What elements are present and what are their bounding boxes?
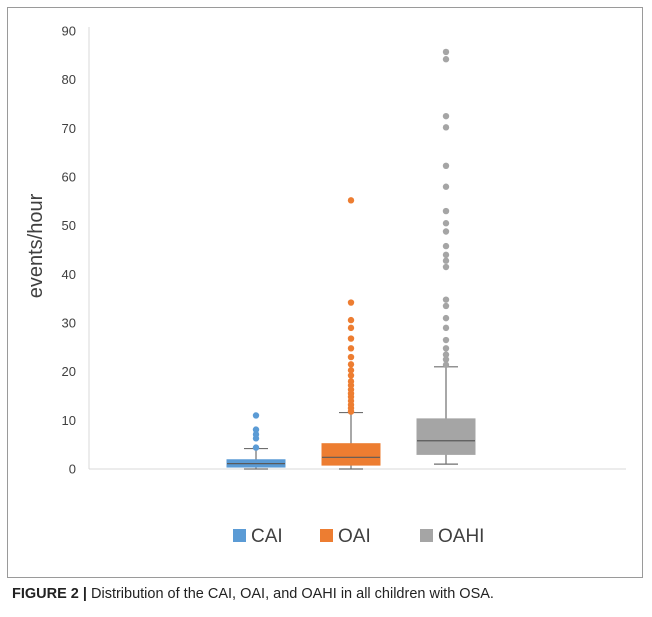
box-series-oahi <box>416 48 476 465</box>
chart-frame: events/hour 0 10 20 30 40 50 60 70 80 90 CAI OAI OA… <box>7 7 643 578</box>
outlier-point <box>442 183 450 190</box>
figure-caption-label: FIGURE 2 | <box>12 586 87 602</box>
outlier-point <box>442 324 450 332</box>
outlier-point <box>442 351 450 358</box>
box-iqr <box>321 443 381 466</box>
outlier-point <box>252 431 260 438</box>
box-iqr <box>416 418 476 455</box>
outlier-point <box>442 228 450 235</box>
legend-label: OAHI <box>438 526 484 547</box>
outlier-point <box>252 444 260 451</box>
legend-swatch <box>320 529 333 542</box>
outlier-point <box>442 56 450 63</box>
box-series-cai <box>226 412 286 470</box>
y-tick-label: 60 <box>62 170 76 185</box>
legend-label: OAI <box>338 526 371 547</box>
y-tick-label: 90 <box>62 24 76 39</box>
outlier-point <box>442 251 450 259</box>
y-tick-label: 10 <box>62 413 76 428</box>
box-plot-chart: events/hour 0 10 20 30 40 50 60 70 80 90 CAI OAI OA… <box>25 24 626 547</box>
outlier-point <box>347 345 355 352</box>
legend-item-cai: CAI <box>233 526 283 547</box>
y-axis-title: events/hour <box>25 193 47 298</box>
outlier-point <box>347 316 355 324</box>
legend: CAI OAI OAHI <box>233 526 484 547</box>
outlier-point <box>347 353 355 361</box>
outlier-point <box>442 345 450 352</box>
outlier-point <box>347 372 355 379</box>
outlier-point <box>347 367 355 374</box>
figure-caption: FIGURE 2 | Distribution of the CAI, OAI,… <box>12 586 642 602</box>
outlier-point <box>442 336 450 344</box>
outlier-point <box>347 335 355 342</box>
outlier-point <box>442 361 450 369</box>
outlier-point <box>442 112 450 120</box>
outlier-point <box>442 314 450 322</box>
outlier-point <box>442 296 450 303</box>
outlier-point <box>347 386 355 393</box>
figure-caption-text: Distribution of the CAI, OAI, and OAHI i… <box>86 586 494 602</box>
y-tick-label: 40 <box>62 267 76 282</box>
outlier-point <box>442 302 450 310</box>
y-tick-label: 30 <box>62 316 76 331</box>
y-tick-label: 50 <box>62 218 76 233</box>
outlier-point <box>347 299 355 306</box>
outlier-point <box>442 257 450 264</box>
legend-swatch <box>420 529 433 542</box>
legend-item-oahi: OAHI <box>420 526 484 547</box>
legend-label: CAI <box>251 526 283 547</box>
box-series-oai <box>321 197 381 470</box>
outlier-point <box>252 412 260 419</box>
y-tick-label: 0 <box>69 462 76 477</box>
y-tick-label: 20 <box>62 364 76 379</box>
outlier-point <box>347 324 355 332</box>
outlier-point <box>442 162 450 170</box>
y-tick-label: 70 <box>62 121 76 136</box>
y-tick-label: 80 <box>62 72 76 87</box>
outlier-point <box>347 361 355 368</box>
outlier-point <box>442 220 450 227</box>
box-series-group <box>226 48 476 470</box>
outlier-point <box>442 356 450 363</box>
outlier-point <box>442 263 450 271</box>
legend-swatch <box>233 529 246 542</box>
outlier-point <box>442 124 450 131</box>
outlier-point <box>347 378 355 385</box>
outlier-point <box>442 48 450 56</box>
y-axis-ticks: 0 10 20 30 40 50 60 70 80 90 <box>62 24 76 477</box>
legend-item-oai: OAI <box>320 526 371 547</box>
outlier-point <box>442 242 450 250</box>
outlier-point <box>252 426 260 433</box>
outlier-point <box>347 197 355 204</box>
outlier-point <box>442 207 450 215</box>
